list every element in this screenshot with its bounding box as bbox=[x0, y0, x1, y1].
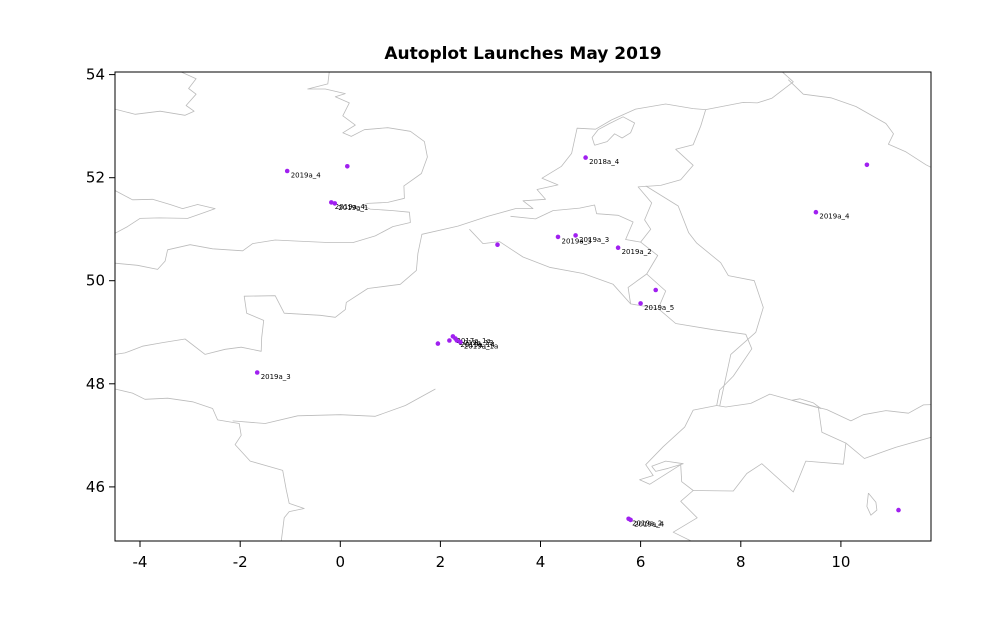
data-point bbox=[284, 168, 290, 174]
point-label: 2019a_4 bbox=[291, 172, 322, 180]
plot-title: Autoplot Launches May 2019 bbox=[384, 44, 662, 64]
map-outline-france-lowcountries-coast bbox=[115, 72, 794, 355]
map-outline-nw-england-coast bbox=[115, 72, 197, 116]
point-label: 2019a_3 bbox=[562, 237, 592, 245]
data-point bbox=[628, 517, 633, 523]
map-outline-be-nl-border bbox=[510, 204, 641, 243]
data-point bbox=[329, 200, 334, 205]
map-outline-brittany-atlantic-coast bbox=[115, 388, 305, 541]
map-outline-lake-geneva bbox=[651, 460, 684, 472]
data-point bbox=[653, 287, 658, 293]
data-point bbox=[896, 507, 901, 513]
map-outline-rhine-river bbox=[645, 185, 764, 407]
map-outline-fr-be-de-ch-it-border bbox=[469, 228, 753, 541]
y-tick-label: 54 bbox=[86, 66, 105, 84]
data-point bbox=[495, 242, 500, 247]
data-point bbox=[813, 209, 819, 215]
point-label: 2019a_3 bbox=[579, 236, 609, 244]
point-label: 2019a_2 bbox=[622, 248, 652, 256]
point-label: 2019a_13 bbox=[459, 339, 494, 347]
x-tick-label: 10 bbox=[831, 553, 850, 571]
point-label: 2019a_1 bbox=[338, 204, 368, 212]
map-outline-england-coast bbox=[115, 72, 428, 270]
point-label: 2019a_2 bbox=[632, 519, 662, 527]
map-outline-lake-constance bbox=[791, 398, 822, 409]
point-label: 2019a_3 bbox=[261, 373, 291, 381]
x-tick-label: -4 bbox=[133, 553, 148, 571]
point-label: 2019a_14 bbox=[460, 341, 495, 349]
y-tick-label: 52 bbox=[86, 169, 105, 187]
point-label: 2019a_4 bbox=[335, 203, 366, 211]
y-tick-label: 46 bbox=[86, 478, 105, 496]
x-tick-label: 8 bbox=[736, 553, 746, 571]
x-tick-label: 0 bbox=[336, 553, 346, 571]
map-outline-loire-river bbox=[232, 388, 436, 424]
data-point bbox=[345, 164, 350, 169]
data-point bbox=[638, 301, 643, 306]
x-tick-label: 2 bbox=[436, 553, 446, 571]
map-outline-at-it-border bbox=[845, 436, 931, 459]
data-point bbox=[615, 245, 621, 250]
map-outline-ijsselmeer bbox=[591, 116, 635, 146]
y-tick-label: 48 bbox=[86, 375, 105, 393]
y-tick-label: 50 bbox=[86, 272, 105, 290]
x-tick-label: 4 bbox=[536, 553, 546, 571]
point-label: 2019a_4 bbox=[634, 520, 665, 528]
point-label: 2019a_5 bbox=[644, 304, 674, 312]
data-point bbox=[458, 339, 463, 345]
data-point bbox=[555, 234, 561, 240]
plot-border bbox=[114, 71, 932, 542]
point-label: 2017a_1a bbox=[456, 337, 490, 345]
data-point bbox=[573, 233, 578, 238]
data-point bbox=[454, 338, 460, 343]
data-point bbox=[447, 338, 452, 343]
map-outline-nl-de-border bbox=[637, 109, 707, 243]
x-tick-label: -2 bbox=[233, 553, 248, 571]
point-label: 2019a_1a bbox=[464, 343, 498, 351]
data-point bbox=[435, 341, 441, 346]
x-tick-label: 6 bbox=[636, 553, 646, 571]
map-outline-bristol-channel-wales bbox=[115, 190, 216, 234]
data-point bbox=[583, 155, 588, 160]
map-outline-elbe-river bbox=[788, 79, 931, 168]
map-outline-lu-be-border bbox=[627, 273, 647, 304]
point-label: 2018a_4 bbox=[589, 158, 620, 166]
data-point bbox=[254, 370, 260, 375]
data-point bbox=[332, 201, 338, 206]
map-outline-de-at-border bbox=[818, 404, 931, 422]
data-point bbox=[864, 162, 870, 168]
map-outline-lake-garda bbox=[866, 492, 878, 516]
point-label: 2019a_4 bbox=[819, 213, 850, 221]
